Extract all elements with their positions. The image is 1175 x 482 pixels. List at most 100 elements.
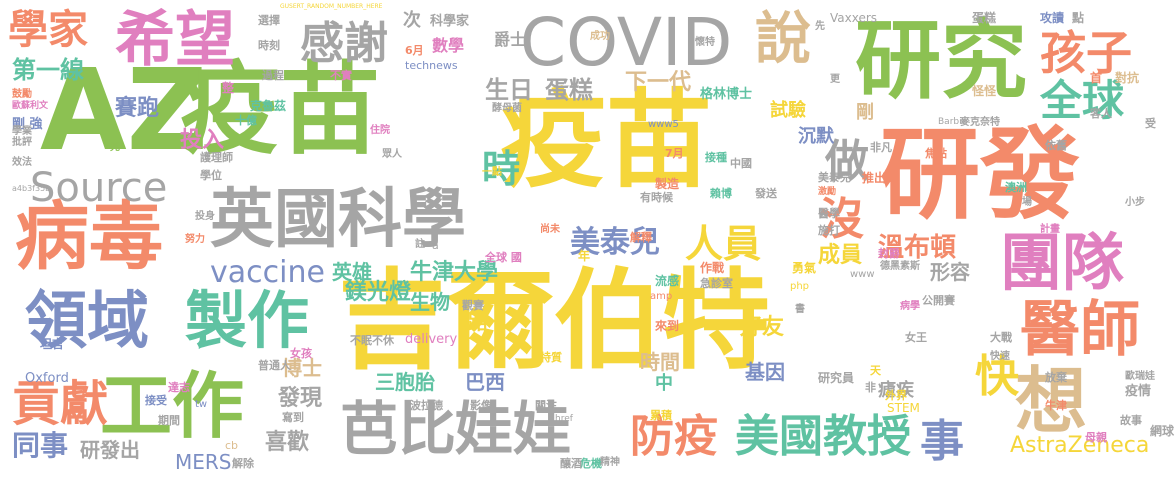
- word-ganxie: 感謝: [300, 22, 388, 66]
- word-xiwang: 希望: [115, 10, 235, 70]
- word-nuli: 努力: [185, 235, 205, 245]
- word-oxford: Oxford: [25, 372, 69, 385]
- word-mers: MERS: [175, 452, 231, 472]
- word-shangwei: 尚未: [540, 225, 560, 235]
- word-vaxxers: Vaxxers: [830, 12, 877, 24]
- word-kuaisu: 快速: [990, 352, 1010, 362]
- word-putongren: 普通人: [258, 360, 291, 371]
- word-renyuan: 人員: [685, 225, 761, 263]
- word-shijian: 時間: [640, 352, 680, 372]
- word-weiji: 危機: [580, 458, 602, 469]
- word-zhu: 註: [415, 240, 425, 250]
- word-fangqi: 放棄: [1045, 372, 1067, 383]
- word-vaccine: vaccine: [210, 258, 325, 288]
- word-tongshi: 同事: [12, 432, 68, 460]
- word-shou: 受: [1145, 118, 1156, 129]
- word-yingxiang: 影像: [470, 400, 492, 411]
- word-fasong: 發送: [755, 188, 777, 199]
- word-jieshou: 接受: [145, 395, 167, 406]
- word-chengyuan: 成員: [818, 245, 862, 267]
- word-fei: 非: [865, 382, 876, 393]
- word-zuozhan: 作戰: [700, 262, 724, 274]
- word-jiaomujun: 酵母菌: [492, 104, 522, 114]
- word-xiedao: 寫到: [282, 412, 304, 423]
- word-zhongren: 眾人: [382, 150, 402, 160]
- word-duikang: 對抗: [1115, 72, 1139, 84]
- word-nvwang: 女王: [905, 332, 927, 343]
- word-shiyan: 試驗: [770, 102, 806, 120]
- word-xingrong: 形容: [930, 262, 970, 282]
- word-shiyi: 十億: [235, 115, 257, 126]
- word-zhong: 中: [655, 375, 673, 393]
- word-jieshi: 解釋: [630, 232, 652, 243]
- word-xihuan: 喜歡: [265, 432, 309, 454]
- word-keluzi: 克魯茲: [250, 100, 286, 112]
- word-sanbaotai: 三胞胎: [375, 372, 435, 392]
- word-aozhou: 澳洲: [1005, 182, 1027, 193]
- word-shengwu: 生物: [410, 292, 450, 312]
- word-shike: 時刻: [258, 40, 280, 51]
- word-cb: cb: [225, 440, 238, 451]
- word-bushi: 不實: [330, 70, 352, 81]
- word-baxi: 巴西: [465, 372, 505, 392]
- word-quanqiu-guo: 全球 國: [485, 252, 522, 263]
- word-lu: 路: [468, 312, 488, 332]
- word-tuichu: 推出: [862, 172, 886, 184]
- word-bingxue: 病學: [900, 302, 920, 312]
- word-keren: 客人: [1090, 108, 1112, 119]
- word-huaite: 懷特: [695, 38, 715, 48]
- word-yanjiu: 研究: [855, 18, 1027, 104]
- word-yanfachu: 研發出: [80, 440, 140, 460]
- word-guocheng: 過程: [262, 70, 284, 81]
- word-dazhan: 大戰: [990, 332, 1012, 343]
- word-jihua: 計畫: [1040, 225, 1060, 235]
- word-bumianbuxiu: 不眠不休: [350, 335, 394, 346]
- word-a: a: [432, 240, 439, 251]
- word-niangjiu: 釀酒: [560, 458, 582, 469]
- word-feifan: 非凡: [870, 142, 892, 153]
- word-gang: 剛: [856, 104, 874, 122]
- word-jiaodian: 焦點: [925, 148, 947, 159]
- word-jiezhong: 接種: [705, 152, 727, 163]
- word-dazhi: 達志: [168, 382, 190, 393]
- word-niujin: 牛津: [1045, 400, 1067, 411]
- word-shengri: 生日: [485, 78, 533, 102]
- word-jingshen: 精神: [600, 458, 620, 468]
- word-deheisusi: 德黑素斯: [880, 262, 920, 272]
- word-hulishi: 護理師: [200, 152, 233, 163]
- word-jizhenshi: 急診室: [700, 278, 733, 289]
- word-fangyi: 防疫: [630, 415, 718, 459]
- word-shou-first: 首: [1090, 72, 1102, 84]
- word-bingdu: 病毒: [15, 200, 163, 274]
- word-touru: 投入: [180, 130, 224, 152]
- word-guli: 鼓勵: [12, 90, 32, 100]
- word-yijiu: 依舊: [1045, 140, 1067, 151]
- word-xiayidai: 下一代: [625, 72, 691, 94]
- word-href: href: [555, 415, 573, 424]
- word-www5: www5: [648, 120, 679, 130]
- word-yiqing: 疫情: [1125, 385, 1151, 398]
- word-muqin: 母親: [1085, 432, 1107, 443]
- word-geng: 更: [830, 75, 840, 85]
- word-nian: 年: [578, 250, 590, 262]
- word-xiaofa: 效法: [12, 158, 32, 168]
- word-yixue: 醫學: [818, 208, 840, 219]
- word-gongxian: 貢獻: [12, 380, 108, 428]
- word-laidao: 來到: [655, 320, 679, 332]
- word-youshihou: 有時候: [640, 192, 673, 203]
- word-jili: 激勵: [818, 188, 836, 197]
- word-jiechu: 解除: [232, 458, 254, 469]
- word-chang: 場: [1022, 198, 1032, 208]
- word-qijian: 期間: [158, 415, 180, 426]
- word-www: www: [850, 270, 875, 280]
- word-haoyou: 好友: [740, 317, 784, 339]
- word-meiguangdeng: 鎂光燈: [345, 282, 411, 304]
- word-delivery: delivery: [405, 333, 457, 346]
- word-gongkaisai: 公開賽: [922, 295, 955, 306]
- word-zhizao: 製造: [655, 178, 679, 190]
- word-yanjiuyuan: 研究員: [818, 372, 854, 384]
- word-jueshi: 爵士: [494, 32, 526, 48]
- word-guanzhu: 關注: [535, 400, 557, 411]
- word-dangao-small: 蛋糕: [972, 12, 996, 24]
